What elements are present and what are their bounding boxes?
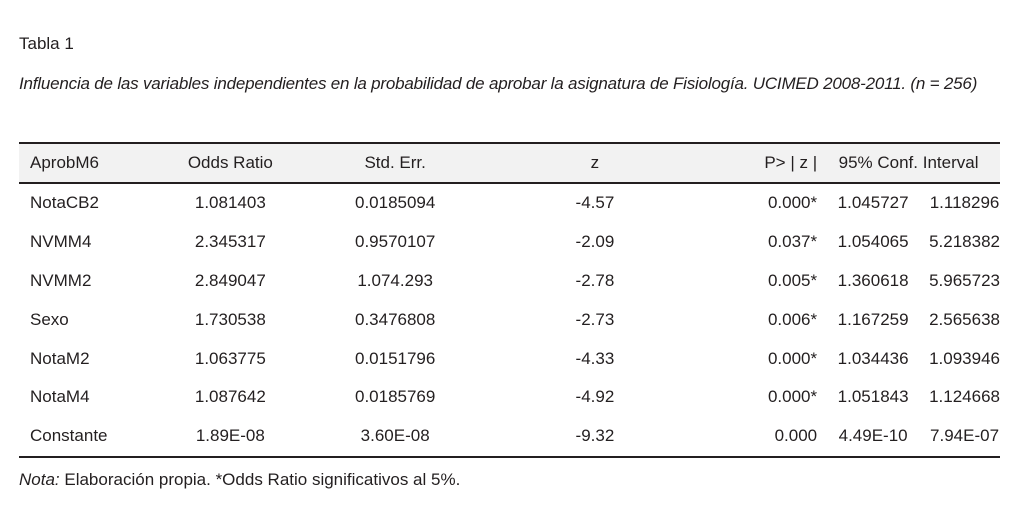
header-z: z bbox=[477, 142, 713, 184]
cell-ci-low: 1.360618 bbox=[837, 270, 909, 290]
table-row: NVMM2 2.849047 1.074.293 -2.78 0.005* 1.36061… bbox=[19, 262, 1000, 301]
table-row: NotaCB2 1.081403 0.0185094 -4.57 0.000* 1.045… bbox=[19, 183, 1000, 223]
header-variable: AprobM6 bbox=[19, 142, 148, 184]
cell-p-value: 0.006* bbox=[767, 309, 818, 329]
note-label: Nota: bbox=[19, 470, 60, 489]
cell-variable: NVMM4 bbox=[30, 232, 92, 252]
cell-std-err: 3.60E-08 bbox=[312, 416, 478, 458]
cell-std-err: 0.0185094 bbox=[354, 193, 436, 213]
cell-ci-low: 4.49E-10 bbox=[817, 416, 930, 458]
cell-z: -2.73 bbox=[575, 309, 615, 329]
cell-ci-low: 1.167259 bbox=[837, 309, 909, 329]
table-row: NotaM2 1.063775 0.0151796 -4.33 0.000* 1.0344… bbox=[19, 339, 1000, 378]
cell-variable: Sexo bbox=[30, 309, 69, 329]
table-header-row: AprobM6 Odds Ratio Std. Err. z P> | z | … bbox=[19, 142, 1000, 184]
cell-z: -9.32 bbox=[477, 416, 713, 458]
cell-ci-low: 1.051843 bbox=[837, 387, 909, 407]
cell-p-value: 0.005* bbox=[767, 270, 818, 290]
cell-p-value: 0.000* bbox=[767, 348, 818, 368]
table-row: Constante 1.89E-08 3.60E-08 -9.32 0.000 4.49E… bbox=[19, 416, 1000, 458]
cell-ci-high: 1.124668 bbox=[929, 387, 1000, 407]
cell-ci-high: 2.565638 bbox=[929, 309, 1000, 329]
table-note: Nota: Elaboración propia. *Odds Ratio si… bbox=[19, 470, 460, 490]
cell-std-err: 0.3476808 bbox=[354, 309, 436, 329]
cell-ci-low: 1.034436 bbox=[837, 348, 909, 368]
cell-variable: NotaCB2 bbox=[30, 193, 99, 213]
cell-odds-ratio: 2.849047 bbox=[194, 270, 266, 290]
cell-odds-ratio: 1.081403 bbox=[194, 193, 266, 213]
cell-std-err: 0.9570107 bbox=[354, 232, 436, 252]
cell-odds-ratio: 1.087642 bbox=[194, 387, 266, 407]
table-caption: Influencia de las variables independient… bbox=[19, 74, 978, 93]
cell-variable: NotaM4 bbox=[30, 387, 90, 407]
results-table: AprobM6 Odds Ratio Std. Err. z P> | z | … bbox=[19, 142, 1000, 458]
table-row: NotaM4 1.087642 0.0185769 -4.92 0.000* 1.0518… bbox=[19, 378, 1000, 417]
table-label: Tabla 1 bbox=[19, 34, 74, 53]
note-text: Elaboración propia. *Odds Ratio signific… bbox=[59, 470, 461, 489]
cell-ci-low: 1.054065 bbox=[837, 232, 909, 252]
cell-z: -4.33 bbox=[575, 348, 615, 368]
cell-ci-high: 1.093946 bbox=[929, 348, 1000, 368]
cell-p-value: 0.037* bbox=[767, 232, 818, 252]
table-row: Sexo 1.730538 0.3476808 -2.73 0.006* 1.167259… bbox=[19, 300, 1000, 339]
header-std-err: Std. Err. bbox=[312, 142, 478, 184]
cell-z: -2.78 bbox=[575, 270, 615, 290]
cell-ci-high: 7.94E-07 bbox=[929, 416, 1000, 458]
header-odds-ratio: Odds Ratio bbox=[147, 142, 313, 184]
cell-p-value: 0.000* bbox=[767, 387, 818, 407]
cell-std-err: 0.0151796 bbox=[354, 348, 436, 368]
cell-z: -4.57 bbox=[575, 193, 615, 213]
cell-std-err: 0.0185769 bbox=[354, 387, 436, 407]
cell-ci-low: 1.045727 bbox=[837, 193, 909, 213]
cell-p-value: 0.000* bbox=[767, 193, 818, 213]
cell-odds-ratio: 1.89E-08 bbox=[147, 416, 313, 458]
cell-p-value: 0.000 bbox=[712, 416, 818, 458]
cell-z: -2.09 bbox=[575, 232, 615, 252]
cell-odds-ratio: 2.345317 bbox=[194, 232, 266, 252]
table-body: NotaCB2 1.081403 0.0185094 -4.57 0.000* 1.045… bbox=[19, 183, 1000, 458]
cell-variable: NotaM2 bbox=[30, 348, 90, 368]
cell-ci-high: 5.218382 bbox=[929, 232, 1000, 252]
cell-variable: NVMM2 bbox=[30, 270, 92, 290]
cell-ci-high: 1.118296 bbox=[929, 193, 1000, 213]
cell-odds-ratio: 1.730538 bbox=[194, 309, 266, 329]
cell-z: -4.92 bbox=[575, 387, 615, 407]
cell-std-err: 1.074.293 bbox=[357, 270, 433, 290]
cell-variable: Constante bbox=[19, 416, 148, 458]
cell-odds-ratio: 1.063775 bbox=[194, 348, 266, 368]
header-p-value: P> | z | bbox=[712, 142, 818, 184]
table-row: NVMM4 2.345317 0.9570107 -2.09 0.037* 1.05406… bbox=[19, 223, 1000, 262]
header-conf-interval: 95% Conf. Interval bbox=[817, 142, 1000, 184]
cell-ci-high: 5.965723 bbox=[929, 270, 1000, 290]
